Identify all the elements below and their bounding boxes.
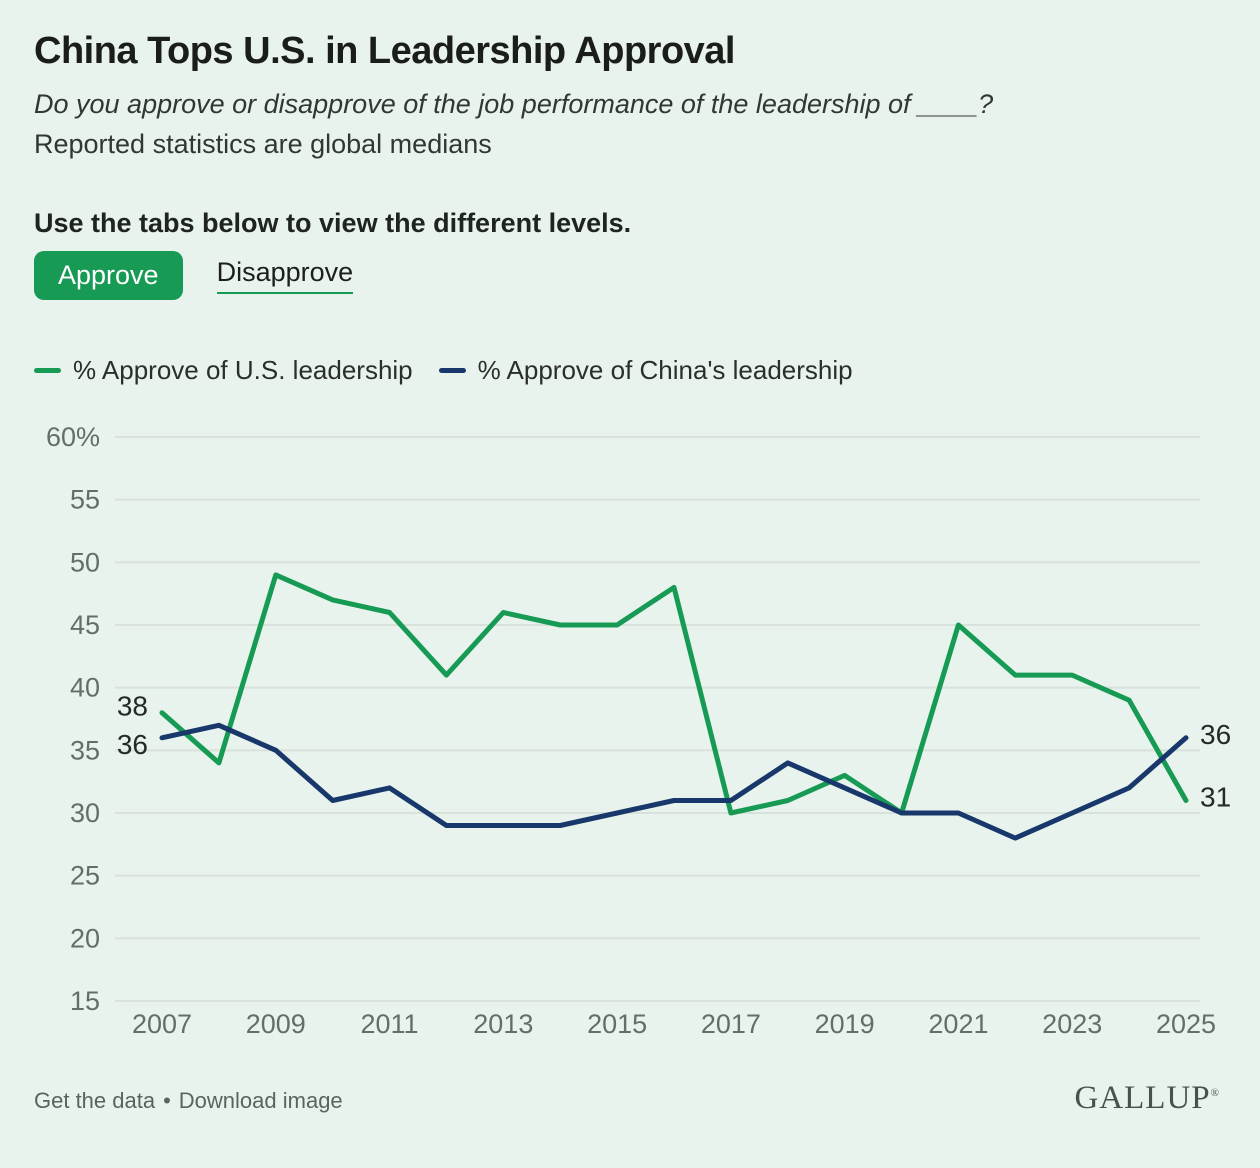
chart-legend: % Approve of U.S. leadership % Approve o… <box>34 352 853 388</box>
download-image-link[interactable]: Download image <box>178 1088 343 1113</box>
x-axis-tick-label: 2011 <box>361 1009 419 1039</box>
x-axis-tick-label: 2013 <box>473 1009 533 1039</box>
us-line-swatch-icon <box>34 367 61 373</box>
tabs: Approve Disapprove <box>34 250 354 300</box>
y-axis-tick-label: 25 <box>70 861 100 891</box>
gallup-logo: GALLUP® <box>1074 1080 1220 1117</box>
x-axis-tick-label: 2025 <box>1156 1009 1216 1039</box>
subtitle-question: Do you approve or disapprove of the job … <box>34 89 994 119</box>
legend-item-china: % Approve of China's leadership <box>438 354 853 386</box>
data-point-label: 36 <box>117 729 148 760</box>
y-axis-tick-label: 60% <box>46 422 100 452</box>
tabs-instruction: Use the tabs below to view the different… <box>34 208 632 238</box>
y-axis-tick-label: 30 <box>70 798 100 828</box>
china-line-swatch-icon <box>438 367 466 373</box>
subtitle-note: Reported statistics are global medians <box>34 129 492 159</box>
get-the-data-link[interactable]: Get the data <box>34 1088 156 1113</box>
data-point-label: 38 <box>117 691 148 722</box>
x-axis-tick-label: 2009 <box>246 1009 306 1039</box>
data-point-label: 31 <box>1200 781 1231 812</box>
china-leadership-line <box>159 722 1189 841</box>
x-axis-tick-label: 2021 <box>928 1009 988 1039</box>
subtitle: Do you approve or disapprove of the job … <box>34 84 1234 164</box>
x-axis-tick-label: 2017 <box>701 1009 761 1039</box>
x-axis-tick-label: 2007 <box>132 1009 192 1039</box>
x-axis-tick-label: 2023 <box>1042 1009 1102 1039</box>
y-axis-tick-label: 40 <box>70 673 100 703</box>
y-axis-tick-label: 55 <box>70 485 100 515</box>
us-leadership-line <box>159 572 1189 816</box>
y-axis-tick-label: 50 <box>70 547 100 577</box>
legend-item-us: % Approve of U.S. leadership <box>34 355 413 386</box>
tab-approve[interactable]: Approve <box>34 250 183 300</box>
tab-disapprove[interactable]: Disapprove <box>216 257 354 294</box>
y-axis-tick-label: 35 <box>70 735 100 765</box>
data-point-label: 36 <box>1200 719 1231 750</box>
legend-label-us: % Approve of U.S. leadership <box>73 354 413 385</box>
gallup-wordmark: GALLUP <box>1074 1080 1211 1116</box>
legend-label-china: % Approve of China's leadership <box>477 354 853 385</box>
x-axis-tick-label: 2015 <box>587 1009 647 1039</box>
x-axis-tick-label: 2019 <box>815 1009 875 1039</box>
footer-separator: • <box>163 1088 171 1113</box>
y-axis-tick-label: 15 <box>70 986 100 1016</box>
y-axis-tick-label: 45 <box>70 610 100 640</box>
y-axis-tick-label: 20 <box>70 923 100 953</box>
page-title: China Tops U.S. in Leadership Approval <box>34 30 735 72</box>
footer-links: Get the data • Download image <box>34 1088 343 1114</box>
registered-mark-icon: ® <box>1210 1087 1220 1099</box>
